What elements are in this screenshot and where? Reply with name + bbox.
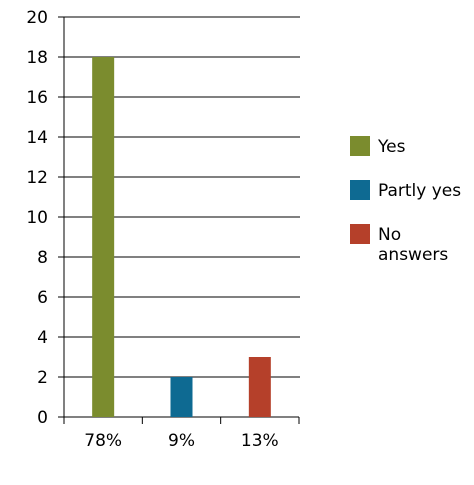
x-tick-label: 9%: [168, 431, 195, 451]
legend-swatch: [350, 224, 370, 244]
y-tick-label: 0: [37, 408, 48, 428]
bar: [170, 377, 193, 417]
y-tick-label: 16: [26, 88, 48, 108]
bar: [248, 357, 271, 417]
legend-swatch: [350, 180, 370, 200]
y-tick-label: 18: [26, 48, 48, 68]
y-tick-label: 4: [37, 328, 48, 348]
y-tick-labels: 0 2 4 6 8 10 12 14 16 18 20: [26, 8, 48, 428]
legend-label: No: [378, 225, 401, 245]
y-tick-label: 20: [26, 8, 48, 28]
legend-label: Partly yes: [378, 181, 461, 201]
x-tick-label: 78%: [84, 431, 122, 451]
x-tick-labels: 78% 9% 13%: [84, 431, 278, 451]
x-tick-label: 13%: [241, 431, 279, 451]
y-tick-label: 8: [37, 248, 48, 268]
y-tick-label: 14: [26, 128, 48, 148]
y-tick-label: 10: [26, 208, 48, 228]
y-tick-label: 2: [37, 368, 48, 388]
legend-swatch: [350, 136, 370, 156]
y-tick-label: 12: [26, 168, 48, 188]
legend-label: Yes: [377, 137, 406, 157]
y-tick-label: 6: [37, 288, 48, 308]
legend-label: answers: [378, 245, 448, 265]
bars: [92, 57, 271, 417]
bar: [92, 57, 115, 417]
